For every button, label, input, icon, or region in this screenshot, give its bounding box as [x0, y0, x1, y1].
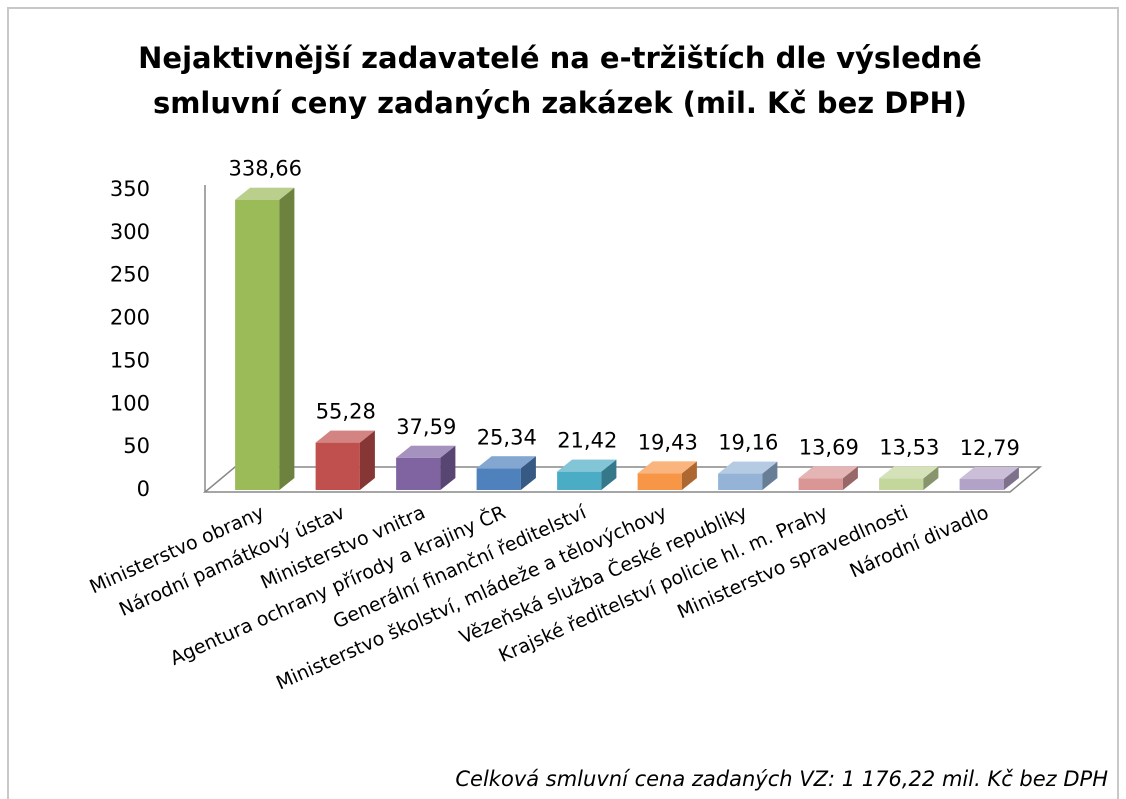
- bar: [396, 457, 441, 490]
- bar-top-shade: [557, 459, 617, 472]
- y-tick-label: 250: [110, 263, 150, 287]
- bar-side: [601, 459, 617, 490]
- bar-side: [279, 187, 295, 490]
- bar: [315, 442, 360, 490]
- bar-side-shade: [1003, 467, 1019, 490]
- value-label: 19,16: [718, 431, 778, 455]
- bar-top-shade: [396, 445, 456, 458]
- value-label: 21,42: [557, 429, 617, 453]
- bar-side: [923, 466, 939, 490]
- bar-side: [762, 461, 778, 490]
- bar-side-shade: [842, 466, 858, 490]
- bar-top-shade: [235, 187, 295, 200]
- bar-top: [959, 467, 1019, 480]
- bar: [959, 479, 1004, 490]
- bar-side: [440, 445, 456, 490]
- annotation: Celková smluvní cena zadaných VZ: 1 176,…: [455, 767, 1108, 791]
- value-label: 13,53: [879, 435, 939, 459]
- bar: [476, 468, 521, 490]
- value-label: 338,66: [229, 157, 302, 181]
- y-tick-label: 100: [110, 391, 150, 415]
- bar-top-shade: [476, 456, 536, 469]
- y-tick-label: 50: [123, 434, 150, 458]
- bar-top: [637, 461, 697, 474]
- y-tick-label: 300: [110, 220, 150, 244]
- bar-side-shade: [520, 456, 536, 490]
- value-label: 19,43: [638, 430, 698, 454]
- y-tick-label: 200: [110, 306, 150, 330]
- bar-top: [476, 456, 536, 469]
- bar: [557, 471, 602, 490]
- bar-top: [315, 430, 375, 443]
- value-label: 37,59: [396, 415, 456, 439]
- bar: [235, 199, 280, 490]
- bar-side-shade: [601, 459, 617, 490]
- bar-side: [681, 461, 697, 490]
- bar-side-shade: [762, 461, 778, 490]
- chart-title: smluvní ceny zadaných zakázek (mil. Kč b…: [153, 86, 967, 120]
- bar-top-shade: [959, 467, 1019, 480]
- value-label: 55,28: [316, 400, 376, 424]
- chart-frame: [7, 7, 1119, 799]
- bar-side-shade: [923, 466, 939, 490]
- bar-top: [718, 461, 778, 474]
- bar-side: [842, 466, 858, 490]
- y-tick-label: 150: [110, 348, 150, 372]
- value-label: 13,69: [799, 435, 859, 459]
- bar-top: [396, 445, 456, 458]
- bar-side: [520, 456, 536, 490]
- bar-side-shade: [279, 187, 295, 490]
- bar-top-shade: [879, 466, 939, 479]
- y-tick-label: 0: [137, 477, 150, 501]
- bar-top-shade: [798, 466, 858, 479]
- chart-title: Nejaktivnější zadavatelé na e-tržištích …: [138, 41, 982, 75]
- bar: [798, 478, 843, 490]
- bar: [637, 473, 682, 490]
- bar-top-shade: [718, 461, 778, 474]
- value-label: 12,79: [960, 436, 1020, 460]
- bar-side-shade: [681, 461, 697, 490]
- bar-side-shade: [359, 430, 375, 490]
- bar-top: [235, 187, 295, 200]
- bar-side-shade: [440, 445, 456, 490]
- y-tick-label: 350: [110, 177, 150, 201]
- bar-top: [557, 459, 617, 472]
- value-label: 25,34: [477, 425, 537, 449]
- bar-side: [1003, 467, 1019, 490]
- bar-top: [798, 466, 858, 479]
- bar: [879, 478, 924, 490]
- bar: [718, 473, 763, 490]
- bar-top: [879, 466, 939, 479]
- bar-top-shade: [637, 461, 697, 474]
- bar-side: [359, 430, 375, 490]
- bar-top-shade: [315, 430, 375, 443]
